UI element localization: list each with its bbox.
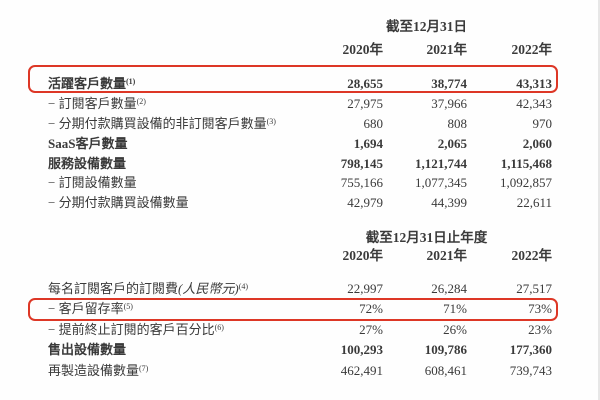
table-row: − 提前終止訂閱的客戶百分比(6) 27% 26% 23%	[0, 320, 600, 340]
row-label: − 訂閱設備數量	[48, 175, 137, 191]
year-header-row: 2020年 2021年 2022年	[0, 40, 600, 60]
table-row: − 客戶留存率(5) 72% 71% 73%	[0, 298, 600, 322]
row-value: 23%	[528, 321, 552, 337]
row-value: 27,975	[347, 95, 383, 111]
row-label: 每名訂閱客戶的訂閱費(人民幣元)(4)	[48, 281, 249, 296]
table-row: 再製造設備數量(7) 462,491 608,461 739,743	[0, 361, 600, 381]
row-value: 22,611	[516, 195, 552, 211]
row-value: 73%	[528, 301, 552, 317]
row-value: 37,966	[431, 95, 467, 111]
row-value: 798,145	[340, 155, 383, 171]
row-value: 44,399	[431, 195, 467, 211]
table-body: 活躍客戶數量(1) 28,655 38,774 43,313 − 訂閱客戶數量(…	[0, 65, 600, 213]
row-value: 27,517	[516, 281, 552, 296]
footnote-marker: (2)	[136, 96, 146, 106]
row-value: 2,060	[522, 135, 552, 151]
row-value: 27%	[359, 321, 383, 337]
footnote-marker: (5)	[123, 302, 133, 312]
row-value: 43,313	[516, 76, 552, 91]
table-row: − 分期付款購買設備數量 42,979 44,399 22,611	[0, 193, 600, 213]
row-value: 970	[532, 115, 553, 131]
row-value: 26,284	[431, 281, 467, 296]
row-value: 1,092,857	[500, 175, 552, 191]
row-value: 26%	[443, 321, 467, 337]
period-header: 截至12月31日止年度	[365, 230, 488, 245]
row-value: 177,360	[509, 342, 552, 358]
footnote-marker: (1)	[126, 77, 136, 86]
table-row: 售出設備數量 100,293 109,786 177,360	[0, 340, 600, 360]
row-label: 活躍客戶數量(1)	[48, 76, 136, 91]
table-row: 每名訂閱客戶的訂閱費(人民幣元)(4) 22,997 26,284 27,517	[0, 279, 600, 299]
row-value: 22,997	[347, 281, 383, 296]
year-header: 2021年	[426, 42, 468, 57]
row-label: − 分期付款購買設備數量	[48, 195, 189, 211]
row-value: 680	[363, 115, 384, 131]
footnote-marker: (4)	[238, 282, 249, 291]
footnote-marker: (7)	[139, 363, 149, 373]
table-row: SaaS客戶數量 1,694 2,065 2,060	[0, 134, 600, 154]
row-label-italic: (人民幣元)	[178, 281, 239, 296]
footnote-marker: (3)	[266, 116, 276, 126]
row-value: 755,166	[340, 175, 383, 191]
year-header: 2022年	[511, 248, 553, 263]
row-value: 72%	[359, 301, 383, 317]
period-header: 截至12月31日	[386, 19, 467, 34]
table-row: 服務設備數量 798,145 1,121,744 1,115,468	[0, 154, 600, 174]
row-value: 2,065	[437, 135, 467, 151]
table-row: − 分期付款購買設備的非訂閱客戶數量(3) 680 808 970	[0, 114, 600, 134]
row-value: 808	[447, 115, 468, 131]
row-value: 42,979	[347, 195, 383, 211]
footnote-marker: (6)	[214, 322, 224, 332]
row-value: 1,115,468	[500, 155, 552, 171]
row-label: − 分期付款購買設備的非訂閱客戶數量(3)	[48, 115, 276, 131]
row-value: 1,694	[353, 135, 383, 151]
year-header: 2021年	[426, 248, 468, 263]
year-header: 2020年	[342, 42, 384, 57]
row-label: − 提前終止訂閱的客戶百分比(6)	[48, 321, 224, 337]
row-label: 售出設備數量	[48, 342, 127, 358]
row-label: 服務設備數量	[48, 155, 127, 171]
row-value: 608,461	[424, 362, 467, 378]
row-value: 109,786	[424, 342, 467, 358]
table-row: − 訂閱客戶數量(2) 27,975 37,966 42,343	[0, 94, 600, 114]
table-body: 每名訂閱客戶的訂閱費(人民幣元)(4) 22,997 26,284 27,517…	[0, 279, 600, 381]
row-value: 739,743	[509, 362, 552, 378]
row-value: 100,293	[340, 342, 383, 358]
year-header: 2022年	[511, 42, 553, 57]
row-label: 再製造設備數量(7)	[48, 362, 149, 378]
row-label: − 客戶留存率(5)	[48, 301, 133, 317]
row-value: 462,491	[340, 362, 383, 378]
row-value: 71%	[443, 301, 467, 317]
row-value: 1,121,744	[415, 155, 467, 171]
row-label: − 訂閱客戶數量(2)	[48, 95, 146, 111]
row-value: 42,343	[516, 95, 552, 111]
row-value: 1,077,345	[415, 175, 467, 191]
row-value: 38,774	[431, 76, 467, 91]
table-row: − 訂閱設備數量 755,166 1,077,345 1,092,857	[0, 173, 600, 193]
row-label: SaaS客戶數量	[48, 135, 128, 151]
table-row: 活躍客戶數量(1) 28,655 38,774 43,313	[0, 65, 600, 94]
year-header-row: 2020年 2021年 2022年	[0, 246, 600, 266]
year-header: 2020年	[342, 248, 384, 263]
row-value: 28,655	[347, 76, 383, 91]
